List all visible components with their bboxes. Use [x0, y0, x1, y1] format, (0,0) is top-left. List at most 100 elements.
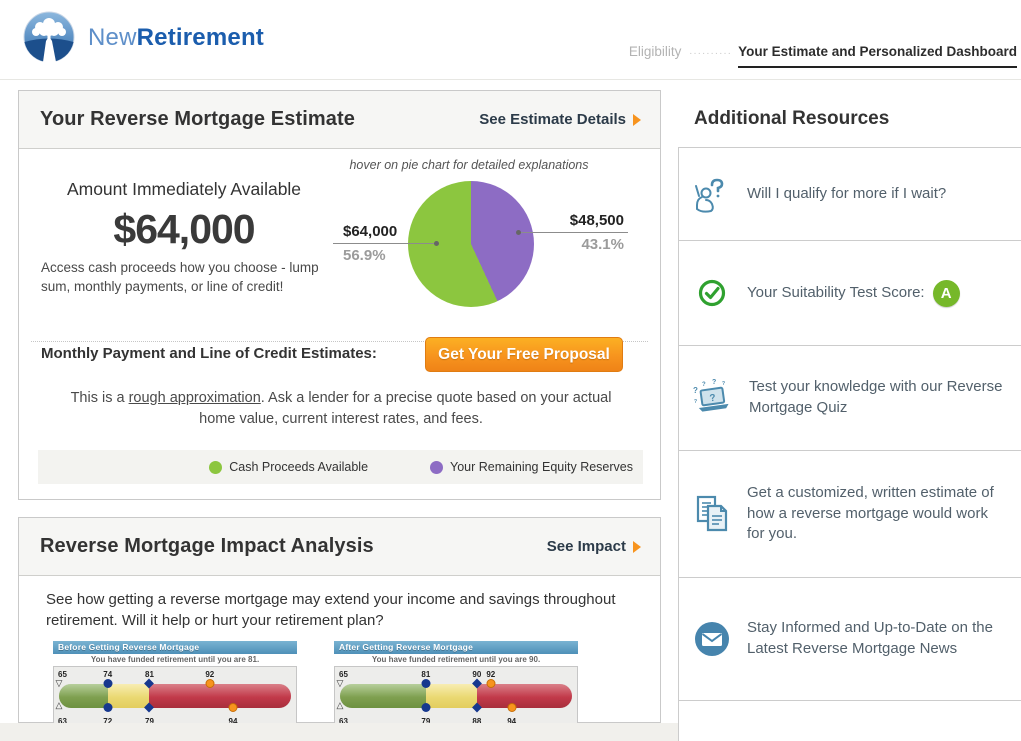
chart-panel: 65 ▽ 74 81 92 63 △ 72 79 94 [53, 666, 297, 728]
impact-description: See how getting a reverse mortgage may e… [46, 591, 616, 629]
arrow-right-icon [633, 540, 641, 553]
arrow-right-icon [633, 113, 641, 126]
raised-hand-question-icon [692, 173, 732, 215]
pie-legend: Cash Proceeds Available Your Remaining E… [38, 450, 643, 484]
chart-subtitle: You have funded retirement until you are… [90, 655, 260, 664]
dotted-separator [31, 341, 648, 342]
callout-percent: 43.1% [581, 236, 624, 253]
additional-resources-sidebar: Additional Resources Will I qualify for … [678, 80, 1021, 741]
after-reverse-mortgage-chart: After Getting Reverse Mortgage You have … [334, 641, 578, 728]
nav-dots-leader: .......... [689, 46, 733, 57]
sidebar-item-written-estimate[interactable]: Get a customized, written estimate of ho… [679, 450, 1021, 577]
nav-current-page[interactable]: Your Estimate and Personalized Dashboard [738, 44, 1017, 68]
yellow-segment [107, 684, 150, 708]
estimate-card-body: hover on pie chart for detailed explanat… [19, 149, 660, 500]
sidebar-item-news[interactable]: Stay Informed and Up-to-Date on the Late… [679, 577, 1021, 700]
amount-label: Amount Immediately Available [66, 179, 302, 199]
chart-bar-area: 65 ▽ 81 90 92 63 △ 79 88 94 [336, 667, 572, 727]
rough-approximation-link[interactable]: rough approximation [128, 390, 261, 406]
red-segment [476, 684, 572, 708]
chart-panel: 65 ▽ 81 90 92 63 △ 79 88 94 [334, 666, 578, 728]
green-segment [340, 684, 426, 708]
purple-dot-icon [430, 460, 444, 474]
monthly-payment-label: Monthly Payment and Line of Credit Estim… [41, 345, 377, 362]
impact-card-header: Reverse Mortgage Impact Analysis See Imp… [19, 518, 660, 576]
age-label: 81 [421, 670, 431, 679]
triangle-up-marker: △ [336, 700, 344, 710]
envelope-circle-icon [692, 621, 732, 657]
age-label: 65 [58, 670, 67, 679]
age-label: 90 [472, 670, 482, 679]
age-label: 81 [145, 670, 154, 679]
age-label: 92 [205, 670, 215, 679]
see-estimate-details-link[interactable]: See Estimate Details [479, 111, 641, 128]
sidebar-item-suitability-score[interactable]: Your Suitability Test Score: A [679, 240, 1021, 345]
circle-orange-marker [486, 678, 496, 688]
newretirement-logo[interactable]: NewRetirement [22, 11, 264, 65]
age-label: 94 [228, 717, 238, 726]
reverse-mortgage-estimate-card: Your Reverse Mortgage Estimate See Estim… [18, 90, 661, 500]
circle-orange-marker [228, 702, 238, 712]
age-label: 79 [421, 717, 431, 726]
chart-title: Before Getting Reverse Mortgage [53, 641, 297, 654]
callout-percent: 56.9% [343, 247, 386, 264]
age-label: 63 [58, 717, 67, 726]
triangle-up-marker: △ [55, 700, 63, 710]
brand-name: NewRetirement [88, 24, 264, 51]
tree-logo-icon [23, 11, 75, 63]
circle-orange-marker [205, 678, 215, 688]
svg-text:?: ? [693, 386, 698, 395]
documents-icon [692, 494, 732, 534]
age-label: 74 [103, 670, 113, 679]
nav-eligibility[interactable]: Eligibility [628, 44, 682, 59]
circle-blue-marker [103, 678, 113, 688]
see-impact-link[interactable]: See Impact [547, 538, 641, 555]
chart-bar-area: 65 ▽ 74 81 92 63 △ 72 79 94 [55, 667, 291, 727]
age-label: 72 [103, 717, 113, 726]
estimate-card-title: Your Reverse Mortgage Estimate [40, 108, 355, 130]
disclaimer-text: This is a rough approximation. Ask a len… [70, 390, 612, 428]
footer-strip [0, 723, 678, 741]
progress-nav: Eligibility .......... Your Estimate and… [629, 44, 1017, 68]
legend-item-cash-proceeds: Cash Proceeds Available [209, 460, 368, 474]
age-label: 79 [145, 717, 154, 726]
top-header: NewRetirement Eligibility .......... You… [0, 0, 1021, 80]
pie-callout-green: $64,000 56.9% [333, 223, 439, 264]
age-label: 65 [339, 670, 348, 679]
chart-title: After Getting Reverse Mortgage [334, 641, 578, 654]
svg-text:?: ? [709, 393, 717, 405]
green-dot-icon [209, 460, 223, 474]
get-free-proposal-button[interactable]: Get Your Free Proposal [425, 337, 623, 372]
estimate-card-header: Your Reverse Mortgage Estimate See Estim… [19, 91, 660, 149]
quiz-laptop-icon: ? ? ? ? ? ? [692, 379, 734, 417]
svg-text:?: ? [702, 382, 706, 388]
impact-card-body: See how getting a reverse mortgage may e… [19, 576, 660, 728]
age-label: 63 [339, 717, 348, 726]
red-segment [149, 684, 291, 708]
callout-line [333, 241, 439, 246]
sidebar-item-qualify-more[interactable]: Will I qualify for more if I wait? [679, 147, 1021, 240]
estimate-pie-chart[interactable] [408, 181, 534, 307]
circle-blue-marker [421, 678, 431, 688]
impact-analysis-card: Reverse Mortgage Impact Analysis See Imp… [18, 517, 661, 728]
sidebar-divider-bottom [679, 700, 1021, 701]
pie-callout-purple: $48,500 43.1% [516, 212, 628, 253]
sidebar-item-quiz[interactable]: ? ? ? ? ? ? Test your knowledge with our… [679, 345, 1021, 450]
score-badge: A [932, 279, 960, 307]
age-label: 94 [507, 717, 517, 726]
circle-orange-marker [507, 702, 517, 712]
triangle-down-marker: ▽ [336, 678, 344, 688]
sidebar-divider-vertical [678, 147, 679, 741]
callout-line [516, 230, 628, 235]
impact-card-title: Reverse Mortgage Impact Analysis [40, 535, 374, 557]
callout-value: $64,000 [343, 223, 398, 240]
timeline-bar [340, 684, 572, 708]
age-label: 92 [486, 670, 496, 679]
amount-block: Amount Immediately Available $64,000 Acc… [41, 179, 327, 297]
svg-text:?: ? [694, 399, 697, 405]
check-circle-icon [692, 279, 732, 307]
amount-description: Access cash proceeds how you choose - lu… [41, 260, 319, 294]
timeline-bar [59, 684, 291, 708]
circle-blue-marker [421, 702, 431, 712]
